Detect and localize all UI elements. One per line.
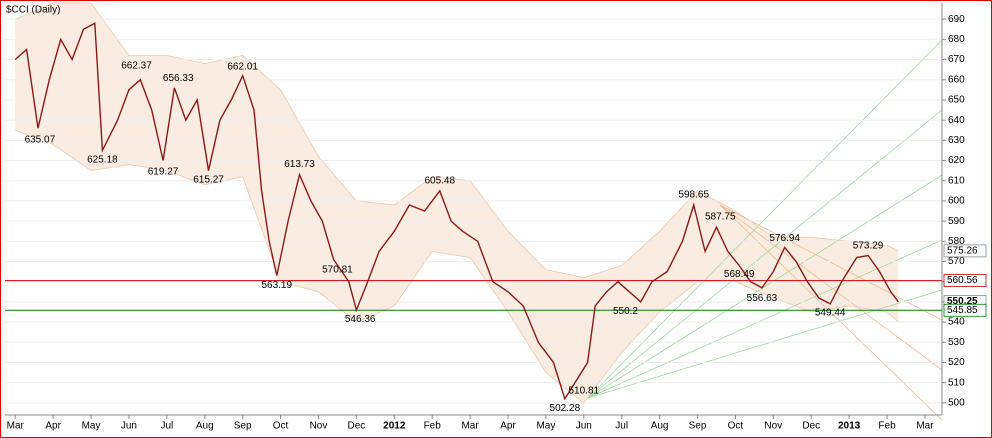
- x-tick-label: 2013: [838, 421, 861, 432]
- x-tick-label: May: [82, 421, 101, 432]
- annotation: 576.94: [769, 233, 800, 244]
- annotation: 502.28: [550, 403, 581, 414]
- annotation: 613.73: [284, 159, 315, 170]
- annotation: 563.19: [261, 280, 292, 291]
- fan-line: [719, 204, 943, 321]
- x-tick-label: Nov: [764, 421, 782, 432]
- annotation: 635.07: [25, 135, 56, 146]
- x-tick-label: Jul: [615, 421, 628, 432]
- x-tick-label: Mar: [7, 421, 25, 432]
- y-tick-label: 600: [948, 196, 965, 207]
- price-label: 560.56: [947, 275, 978, 286]
- y-tick-label: 590: [948, 216, 965, 227]
- annotation: 549.44: [815, 308, 846, 319]
- x-tick-label: Aug: [651, 421, 669, 432]
- x-tick-label: Mar: [461, 421, 479, 432]
- x-tick-label: Jul: [160, 421, 173, 432]
- x-tick-label: Jun: [121, 421, 137, 432]
- x-tick-label: 2012: [383, 421, 406, 432]
- x-tick-label: Sep: [689, 421, 707, 432]
- y-tick-label: 610: [948, 175, 965, 186]
- fan-line: [587, 289, 943, 399]
- y-tick-label: 630: [948, 135, 965, 146]
- y-tick-label: 540: [948, 317, 965, 328]
- annotation: 546.36: [345, 314, 376, 325]
- price-label: 575.26: [947, 246, 978, 257]
- x-tick-label: May: [536, 421, 555, 432]
- annotation: 570.81: [322, 265, 353, 276]
- annotation: 619.27: [148, 167, 179, 178]
- price-label: 545.85: [947, 305, 978, 316]
- y-tick-label: 660: [948, 74, 965, 85]
- annotation: 662.01: [227, 61, 258, 72]
- y-tick-label: 650: [948, 95, 965, 106]
- y-tick-label: 640: [948, 115, 965, 126]
- annotation: 550.2: [613, 306, 638, 317]
- y-tick-label: 510: [948, 377, 965, 388]
- annotation: 625.18: [87, 155, 118, 166]
- y-tick-label: 680: [948, 34, 965, 45]
- y-tick-label: 520: [948, 357, 965, 368]
- price-label-box: [943, 274, 987, 287]
- x-tick-label: Dec: [802, 421, 820, 432]
- x-tick-label: Feb: [878, 421, 896, 432]
- annotation: 598.65: [678, 189, 709, 200]
- annotation: 605.48: [424, 175, 455, 186]
- x-tick-label: Apr: [500, 421, 516, 432]
- x-tick-label: Oct: [728, 421, 744, 432]
- price-label-box: [943, 244, 987, 258]
- x-tick-label: Feb: [424, 421, 442, 432]
- x-tick-label: Sep: [234, 421, 252, 432]
- x-tick-label: Apr: [45, 421, 61, 432]
- price-label: 550.25: [947, 296, 978, 307]
- annotation: 556.63: [747, 293, 778, 304]
- band-area: [15, 3, 899, 403]
- annotation: 615.27: [193, 175, 224, 186]
- y-tick-label: 690: [948, 14, 965, 25]
- annotation: 656.33: [163, 73, 194, 84]
- fan-line: [587, 174, 943, 399]
- annotation: 587.75: [705, 211, 736, 222]
- x-tick-label: Jun: [576, 421, 592, 432]
- fan-line: [587, 239, 943, 399]
- y-tick-label: 530: [948, 337, 965, 348]
- annotation: 510.81: [569, 386, 600, 397]
- fan-line: [587, 109, 943, 399]
- y-tick-label: 500: [948, 398, 965, 409]
- y-tick-label: 580: [948, 236, 965, 247]
- annotation: 568.49: [724, 269, 755, 280]
- band-lower: [15, 129, 899, 404]
- price-label-box: [943, 303, 987, 317]
- x-tick-label: Nov: [310, 421, 328, 432]
- x-tick-label: Oct: [273, 421, 289, 432]
- chart-title: $CCI (Daily): [6, 5, 60, 16]
- price-line: [14, 22, 899, 401]
- annotation: 662.37: [121, 61, 152, 72]
- x-tick-label: Dec: [347, 421, 365, 432]
- y-tick-label: 670: [948, 54, 965, 65]
- y-tick-label: 570: [948, 256, 965, 267]
- x-tick-label: Mar: [916, 421, 934, 432]
- x-tick-label: Aug: [196, 421, 214, 432]
- y-tick-label: 620: [948, 155, 965, 166]
- annotation: 573.29: [853, 241, 884, 252]
